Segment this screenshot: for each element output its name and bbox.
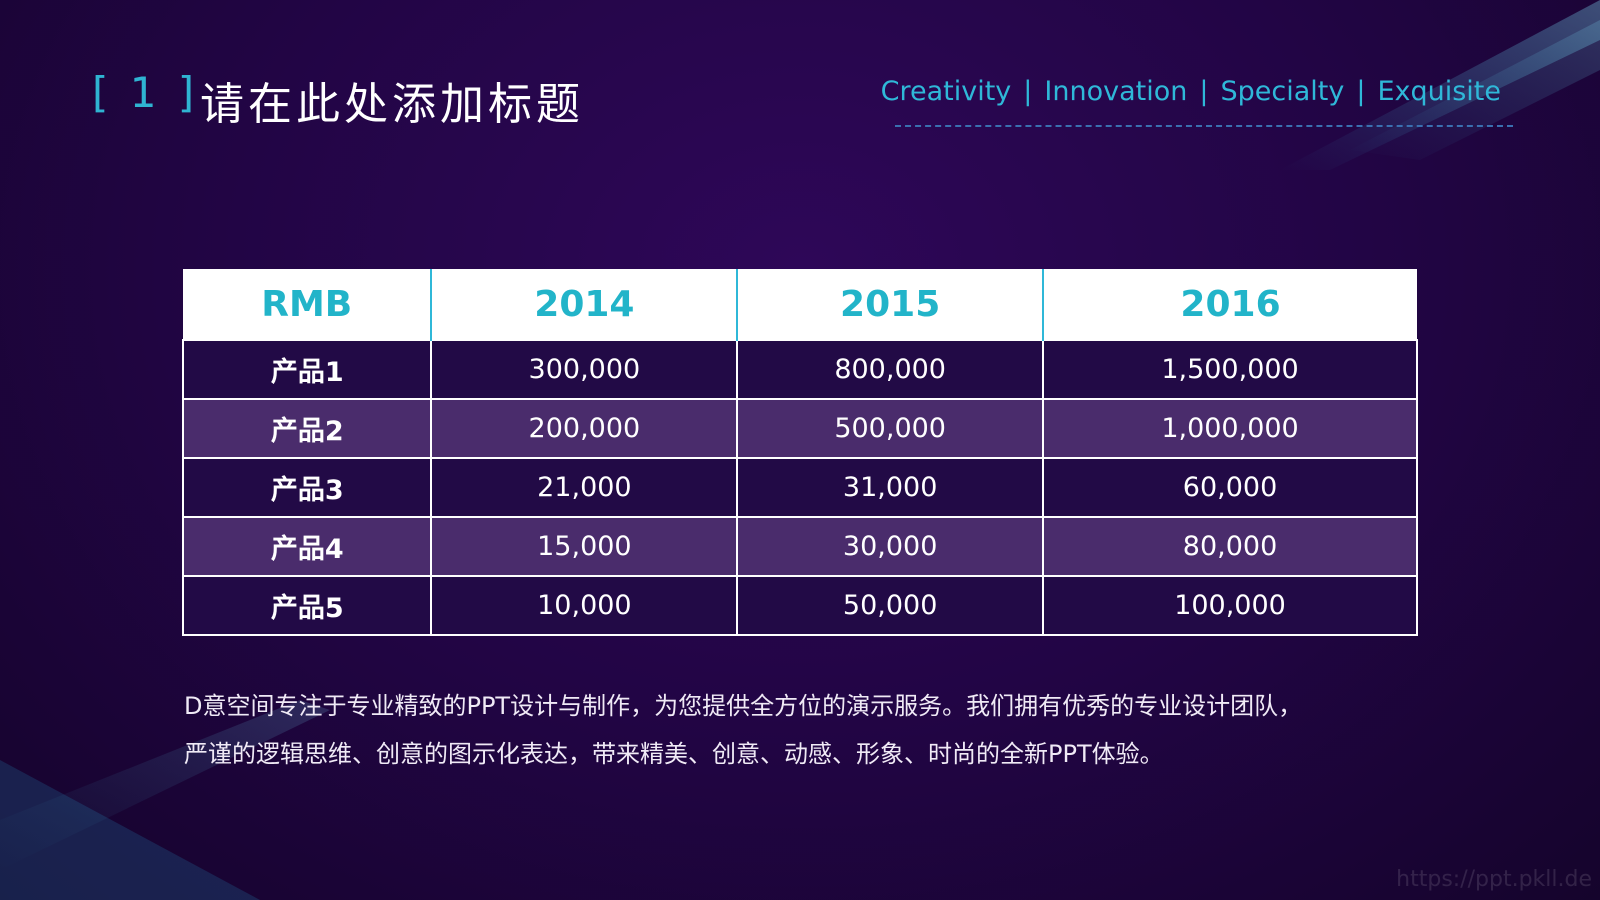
tag: Innovation (1044, 76, 1188, 107)
column-header: 2014 (430, 269, 738, 340)
column-header: 2016 (1042, 269, 1417, 340)
column-header: 2015 (736, 269, 1044, 340)
tag: Specialty (1220, 76, 1345, 107)
tag-line: Creativity | Innovation | Specialty | Exquisit… (881, 76, 1501, 107)
table-cell: 500,000 (736, 398, 1045, 459)
tag-separator: | (1356, 76, 1366, 107)
slide-title: 请在此处添加标题 (200, 79, 584, 130)
table-row: 产品2 200,000 500,000 1,000,000 (181, 398, 1418, 459)
body-text: D意空间专注于专业精致的PPT设计与制作，为您提供全方位的演示服务。我们拥有优秀… (184, 692, 1303, 720)
streak (0, 700, 330, 870)
table-cell: 10,000 (430, 575, 739, 636)
table-row: 产品4 15,000 30,000 80,000 (181, 516, 1418, 577)
table-cell: 800,000 (736, 339, 1045, 400)
row-header: 产品2 (181, 398, 433, 459)
table-cell: 200,000 (430, 398, 739, 459)
table-cell: 15,000 (430, 516, 739, 577)
table-row: 产品3 21,000 31,000 60,000 (181, 457, 1418, 518)
header-row: RMB 2014 2015 2016 (183, 269, 1417, 340)
table-row: 产品1 300,000 800,000 1,500,000 (181, 339, 1418, 400)
table-cell: 1,000,000 (1042, 398, 1418, 459)
table-cell: 30,000 (736, 516, 1045, 577)
tag: Creativity (880, 76, 1012, 107)
table-cell: 50,000 (736, 575, 1045, 636)
table-cell: 80,000 (1042, 516, 1418, 577)
table-cell: 60,000 (1042, 457, 1418, 518)
tag-separator: | (1023, 76, 1033, 107)
table-cell: 1,500,000 (1042, 339, 1418, 400)
watermark: https://ppt.pkll.de (1396, 867, 1592, 892)
slide-number: [ 1 ] (92, 68, 199, 117)
row-header: 产品4 (181, 516, 433, 577)
body-text: 严谨的逻辑思维、创意的图示化表达，带来精美、创意、动感、形象、时尚的全新PPT体… (184, 740, 1164, 768)
column-header: RMB (183, 269, 432, 340)
row-header: 产品5 (181, 575, 433, 636)
row-header: 产品1 (181, 339, 433, 400)
table-row: 产品5 10,000 50,000 100,000 (181, 575, 1418, 636)
table-cell: 100,000 (1042, 575, 1418, 636)
tag: Exquisite (1377, 76, 1501, 107)
row-header: 产品3 (181, 457, 433, 518)
streak (1280, 0, 1600, 170)
tag-separator: | (1199, 76, 1209, 107)
table-cell: 300,000 (430, 339, 739, 400)
table-cell: 21,000 (430, 457, 739, 518)
dashed-rule (895, 125, 1513, 127)
data-table: RMB 2014 2015 2016 产品1 300,000 800,000 1,500,00… (181, 269, 1418, 636)
table-cell: 31,000 (736, 457, 1045, 518)
